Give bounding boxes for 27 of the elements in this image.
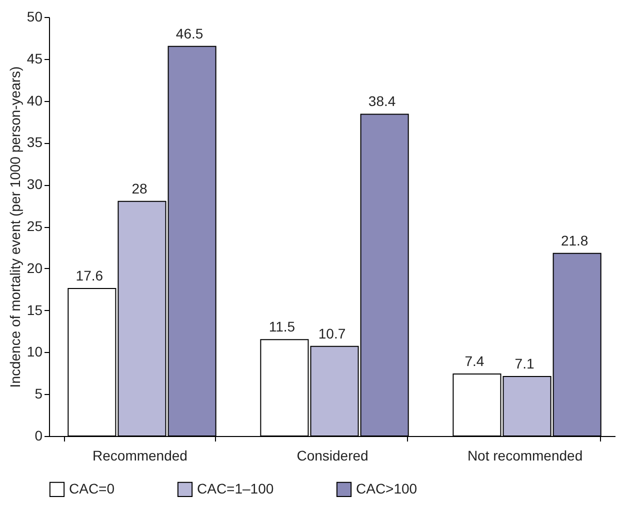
data-label: 28 bbox=[132, 180, 148, 196]
y-tick-label: 50 bbox=[26, 8, 43, 24]
legend-label: CAC>100 bbox=[356, 480, 418, 496]
x-tick-label: Recommended bbox=[92, 448, 188, 464]
data-label: 7.1 bbox=[514, 356, 534, 372]
y-tick-label: 40 bbox=[26, 92, 43, 108]
data-label: 7.4 bbox=[464, 352, 484, 369]
y-axis-title: Incdence of mortality event (per 1000 person-years) bbox=[6, 66, 23, 388]
y-tick-label: 0 bbox=[34, 428, 43, 444]
data-label: 21.8 bbox=[560, 232, 588, 248]
data-label: 17.6 bbox=[76, 268, 104, 284]
y-tick-label: 35 bbox=[26, 134, 43, 150]
legend-label: CAC=1–100 bbox=[197, 480, 274, 496]
data-label: 10.7 bbox=[318, 325, 346, 342]
data-label: 11.5 bbox=[268, 318, 296, 335]
x-tick-label: Considered bbox=[296, 448, 368, 464]
y-tick-label: 25 bbox=[26, 218, 43, 234]
y-tick-label: 5 bbox=[34, 386, 43, 402]
y-tick-label: 30 bbox=[26, 176, 43, 192]
y-tick-label: 15 bbox=[26, 302, 43, 318]
y-tick-label: 10 bbox=[26, 344, 43, 360]
data-label: 38.4 bbox=[368, 93, 396, 110]
y-tick-label: 45 bbox=[26, 50, 43, 66]
y-tick-label: 20 bbox=[26, 260, 43, 276]
data-label: 46.5 bbox=[176, 25, 204, 42]
legend-label: CAC=0 bbox=[69, 480, 115, 496]
x-tick-label: Not recommended bbox=[467, 448, 583, 464]
